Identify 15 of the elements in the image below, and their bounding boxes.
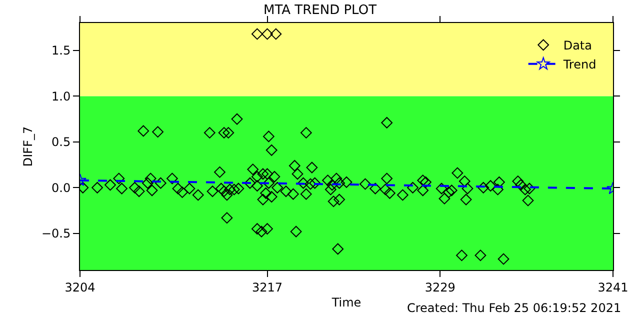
y-tick-label: −0.5 (41, 226, 71, 241)
x-tick-label: 3204 (64, 280, 96, 294)
x-tick-label: 3229 (424, 280, 456, 294)
x-tick-label: 3217 (252, 280, 283, 294)
x-axis-title: Time (330, 295, 362, 310)
y-axis-title: DIFF_7 (20, 126, 35, 167)
y-tick-label: 0.5 (52, 135, 71, 150)
legend-label: Data (563, 38, 592, 53)
y-tick-label: 1.0 (52, 89, 71, 104)
y-tick-label: 0.0 (52, 180, 71, 195)
y-tick-label: 1.5 (52, 44, 71, 58)
legend-label: Trend (562, 58, 596, 72)
chart-title: MTA TREND PLOT (263, 2, 377, 18)
text: Created: Thu Feb 25 06:19:52 2021 (407, 301, 622, 315)
x-tick-label: 3241 (598, 280, 628, 294)
